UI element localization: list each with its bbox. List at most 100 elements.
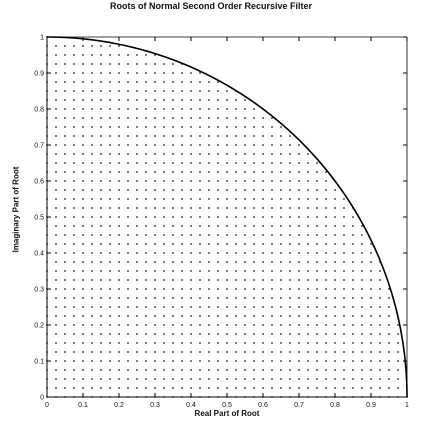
root-point <box>253 234 255 236</box>
root-point <box>208 333 210 335</box>
root-point <box>388 369 390 371</box>
root-point <box>199 144 201 146</box>
root-point <box>325 315 327 317</box>
root-point <box>217 171 219 173</box>
root-point <box>379 306 381 308</box>
root-point <box>199 162 201 164</box>
root-point <box>64 135 66 137</box>
root-point <box>145 90 147 92</box>
root-point <box>226 243 228 245</box>
root-point <box>217 162 219 164</box>
root-point <box>361 270 363 272</box>
root-point <box>100 315 102 317</box>
root-point <box>379 378 381 380</box>
root-point <box>226 216 228 218</box>
root-point <box>325 333 327 335</box>
root-point <box>361 225 363 227</box>
root-point <box>253 288 255 290</box>
root-point <box>280 324 282 326</box>
root-point <box>235 153 237 155</box>
unit-circle-curve <box>46 36 408 398</box>
root-point <box>100 144 102 146</box>
root-point <box>235 180 237 182</box>
root-point <box>190 252 192 254</box>
root-point <box>145 360 147 362</box>
root-point <box>55 360 57 362</box>
root-point <box>343 324 345 326</box>
root-point <box>181 198 183 200</box>
root-point <box>325 351 327 353</box>
root-point <box>118 279 120 281</box>
root-point <box>82 54 84 56</box>
root-point <box>190 81 192 83</box>
root-point <box>91 243 93 245</box>
root-point <box>388 360 390 362</box>
root-point <box>172 189 174 191</box>
root-point <box>82 333 84 335</box>
root-point <box>172 243 174 245</box>
root-point <box>271 324 273 326</box>
root-point <box>208 342 210 344</box>
root-point <box>199 171 201 173</box>
root-point <box>262 279 264 281</box>
root-point <box>64 333 66 335</box>
root-point <box>208 135 210 137</box>
root-point <box>82 297 84 299</box>
root-point <box>226 270 228 272</box>
root-point <box>343 342 345 344</box>
root-point <box>280 162 282 164</box>
root-point <box>334 333 336 335</box>
root-point <box>127 162 129 164</box>
root-point <box>217 126 219 128</box>
root-point <box>172 315 174 317</box>
root-point <box>73 198 75 200</box>
root-point <box>334 306 336 308</box>
root-point <box>163 324 165 326</box>
root-point <box>289 243 291 245</box>
root-point <box>145 342 147 344</box>
root-point <box>91 90 93 92</box>
root-point <box>271 333 273 335</box>
root-point <box>127 252 129 254</box>
root-point <box>91 288 93 290</box>
root-point <box>163 342 165 344</box>
root-point <box>226 198 228 200</box>
root-point <box>226 207 228 209</box>
root-point <box>343 225 345 227</box>
root-point <box>136 81 138 83</box>
root-point <box>199 135 201 137</box>
root-point <box>145 315 147 317</box>
root-point <box>82 288 84 290</box>
root-point <box>109 99 111 101</box>
root-point <box>73 243 75 245</box>
root-point <box>262 288 264 290</box>
root-point <box>73 315 75 317</box>
root-point <box>64 306 66 308</box>
root-point <box>100 189 102 191</box>
root-point <box>109 90 111 92</box>
root-point <box>172 216 174 218</box>
root-point <box>199 261 201 263</box>
root-point <box>163 180 165 182</box>
root-point <box>181 81 183 83</box>
root-point <box>109 378 111 380</box>
root-point <box>91 153 93 155</box>
x-axis-label: Real Part of Root <box>194 409 260 418</box>
root-point <box>316 387 318 389</box>
root-point <box>172 378 174 380</box>
root-point <box>316 270 318 272</box>
root-point <box>91 108 93 110</box>
root-point <box>190 198 192 200</box>
root-point <box>127 144 129 146</box>
root-point <box>190 225 192 227</box>
root-point <box>208 288 210 290</box>
root-point <box>244 171 246 173</box>
root-point <box>154 252 156 254</box>
root-point <box>118 297 120 299</box>
root-point <box>208 198 210 200</box>
root-point <box>325 342 327 344</box>
root-point <box>298 180 300 182</box>
root-point <box>298 162 300 164</box>
root-point <box>262 216 264 218</box>
root-point <box>235 189 237 191</box>
